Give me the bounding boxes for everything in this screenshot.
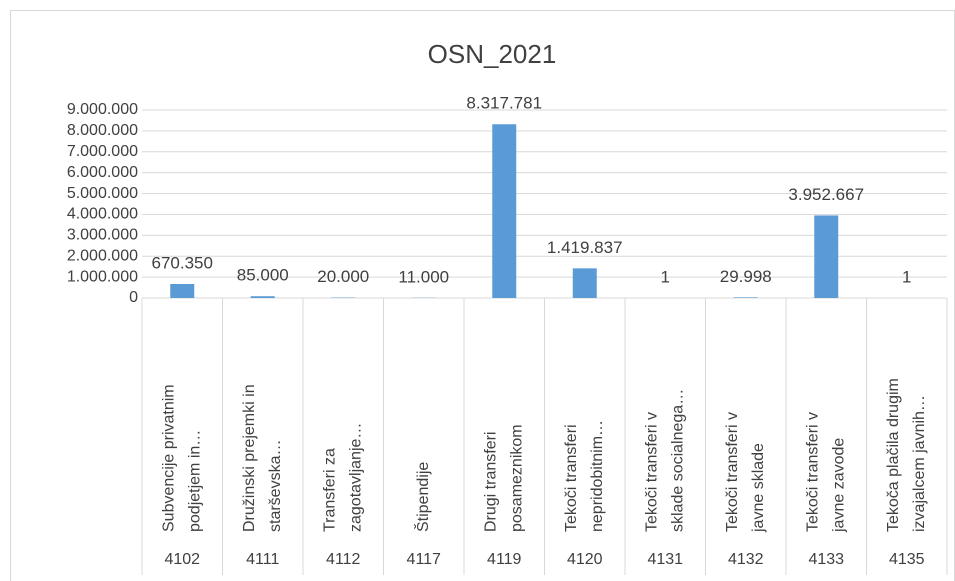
value-label: 1 <box>902 267 911 286</box>
chart-border <box>10 10 955 581</box>
value-label: 670.350 <box>152 253 213 272</box>
bar <box>250 296 275 298</box>
y-tick-label: 9.000.000 <box>67 101 138 118</box>
category-code: 4102 <box>164 551 200 568</box>
y-tick-label: 4.000.000 <box>67 206 138 223</box>
value-label: 3.952.667 <box>788 185 864 204</box>
category-label: Tekoči transferi v <box>724 412 741 532</box>
value-label: 29.998 <box>720 267 772 286</box>
y-tick-label: 5.000.000 <box>67 185 138 202</box>
bar <box>170 283 195 298</box>
bar <box>572 268 597 298</box>
y-tick-label: 7.000.000 <box>67 143 138 160</box>
y-tick-label: 1.000.000 <box>67 268 138 285</box>
category-label: Tekoči transferi v <box>643 412 660 532</box>
category-label: Štipendije <box>413 462 432 532</box>
category-label: posameznikom <box>508 424 525 532</box>
category-label: izvajalcem javnih… <box>911 395 928 532</box>
category-code: 4133 <box>808 551 844 568</box>
bar <box>733 297 758 298</box>
category-code: 4131 <box>647 551 683 568</box>
category-label: Tekoča plačila drugim <box>885 378 902 532</box>
category-code: 4135 <box>889 551 925 568</box>
category-label: Transferi za <box>321 448 338 532</box>
bar <box>814 215 839 298</box>
value-label: 1 <box>661 267 670 286</box>
y-tick-label: 3.000.000 <box>67 227 138 244</box>
category-label: nepridobitnim… <box>589 420 606 532</box>
category-label: Tekoči transferi <box>563 424 580 532</box>
category-code: 4132 <box>728 551 764 568</box>
category-code: 4112 <box>326 551 361 568</box>
y-tick-label: 2.000.000 <box>67 247 138 264</box>
category-label: Subvencije privatnim <box>160 384 177 532</box>
category-label: starševska… <box>267 440 284 532</box>
category-label: Tekoči transferi v <box>804 412 821 532</box>
y-tick-label: 8.000.000 <box>67 122 138 139</box>
chart-title: OSN_2021 <box>428 39 557 69</box>
category-label: zagotavljanje… <box>347 423 364 532</box>
value-label: 8.317.781 <box>466 94 542 113</box>
category-code: 4117 <box>407 551 442 568</box>
category-code: 4111 <box>246 551 279 568</box>
category-label: podjetjem in… <box>186 430 203 532</box>
value-label: 20.000 <box>317 267 369 286</box>
category-code: 4120 <box>567 551 603 568</box>
category-code: 4119 <box>487 551 522 568</box>
value-label: 1.419.837 <box>547 238 623 257</box>
bar <box>492 124 517 298</box>
category-label: Družinski prejemki in <box>241 384 258 532</box>
category-label: javne zavode <box>830 438 847 533</box>
value-label: 11.000 <box>398 267 449 286</box>
y-tick-label: 0 <box>129 289 138 306</box>
category-label: Drugi transferi <box>482 432 499 532</box>
value-label: 85.000 <box>237 266 289 285</box>
y-tick-label: 6.000.000 <box>67 164 138 181</box>
category-label: javne sklade <box>750 443 767 533</box>
category-label: sklade socialnega… <box>669 389 686 532</box>
